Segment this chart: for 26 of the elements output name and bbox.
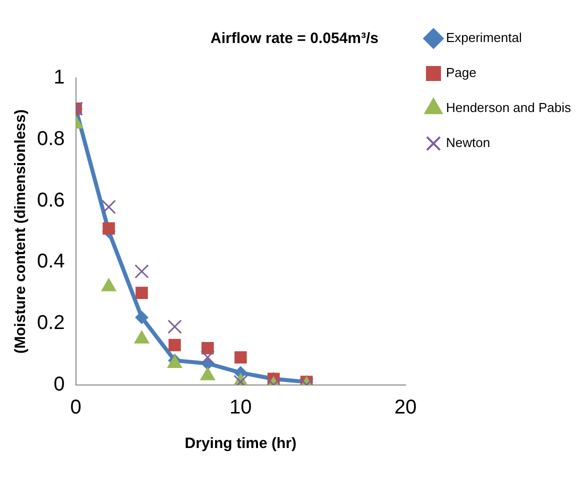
point [200, 350, 215, 364]
legend-label: Page [446, 65, 476, 80]
point [135, 310, 148, 324]
y-tick-label: 1 [54, 66, 65, 89]
point [136, 286, 148, 300]
point [234, 351, 247, 364]
y-tick-label: 0.6 [36, 189, 65, 212]
legend-label: Experimental [446, 30, 522, 46]
y-tick-label: 0.8 [36, 128, 65, 150]
x-tick-label: 10 [230, 396, 252, 419]
point [134, 264, 149, 279]
point [102, 200, 116, 214]
x-tick-label: 20 [394, 396, 417, 419]
y-tick-label: 0.4 [36, 250, 65, 273]
x-tick-label: 0 [70, 396, 82, 419]
x-axis-title: Drying time (hr) [184, 435, 296, 452]
point [102, 222, 115, 235]
y-tick-label: 0.2 [36, 312, 65, 334]
legend-label: Newton [446, 135, 490, 150]
point [202, 342, 214, 354]
y-tick-label: 0 [54, 374, 65, 396]
y-axis-title: (Moisture content (dimensionless) [12, 109, 30, 354]
point [168, 338, 181, 352]
point [168, 320, 182, 334]
legend-label: Henderson and Pabis [446, 100, 572, 116]
chart-title: Airflow rate = 0.054m³/s [210, 30, 378, 48]
